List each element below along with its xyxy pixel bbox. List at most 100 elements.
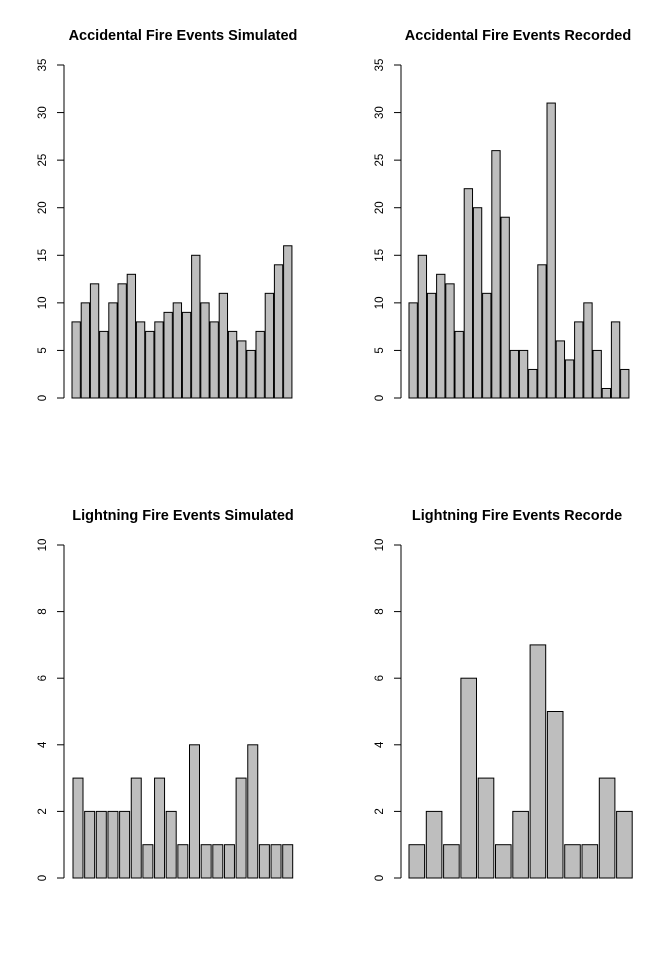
chart-panel-1: Accidental Fire Events Simulated 0 5 10 15 20… — [37, 28, 297, 401]
bar — [247, 744, 259, 879]
y-tick-label: 2 — [374, 808, 386, 814]
y-tick-label: 30 — [37, 106, 49, 119]
y-tick-label: 15 — [37, 249, 49, 262]
bar — [408, 302, 418, 399]
bar — [163, 311, 173, 399]
bar — [436, 273, 446, 399]
bar — [282, 844, 294, 879]
bar — [283, 245, 293, 399]
y-tick-label: 10 — [374, 296, 386, 309]
bar — [592, 349, 602, 399]
bar — [463, 188, 474, 399]
y-tick-label: 15 — [374, 249, 386, 262]
bar — [227, 330, 238, 399]
y-tick-label: 4 — [37, 741, 49, 748]
bar — [417, 254, 428, 399]
y-tick-label: 5 — [374, 347, 386, 353]
bar — [426, 292, 437, 399]
y-tick-label: 0 — [37, 395, 49, 401]
bar — [620, 368, 630, 399]
y-tick-label: 25 — [37, 154, 49, 167]
bar — [142, 844, 154, 879]
bar — [512, 810, 529, 879]
bar — [84, 810, 96, 879]
bar — [218, 292, 229, 399]
bar — [71, 321, 81, 399]
bar — [95, 810, 107, 879]
bar — [574, 321, 584, 399]
bar — [165, 810, 177, 879]
bar — [212, 844, 224, 879]
bar — [108, 302, 118, 399]
y-tick-label: 10 — [37, 539, 49, 552]
bar — [555, 340, 566, 399]
chart-title: Accidental Fire Events Recorded — [405, 28, 631, 44]
chart-title: Lightning Fire Events Recorde — [412, 508, 622, 524]
bar — [509, 349, 520, 399]
bar — [472, 207, 483, 399]
y-tick-label: 35 — [374, 59, 386, 72]
bar — [564, 844, 581, 879]
chart-title: Accidental Fire Events Simulated — [69, 28, 298, 44]
y-tick-label: 35 — [37, 59, 49, 72]
chart-panel-4: Lightning Fire Events Recorde 0 2 4 6 8 10 — [374, 508, 633, 881]
bar — [154, 777, 166, 879]
bar — [537, 264, 547, 399]
bar — [200, 302, 210, 399]
bar — [482, 292, 492, 399]
bar — [72, 777, 84, 879]
bar — [460, 677, 477, 879]
bar — [546, 102, 556, 399]
chart-panel-3: Lightning Fire Events Simulated 0 2 4 6 8 10 — [37, 508, 294, 881]
bar — [273, 264, 284, 399]
bar — [581, 844, 599, 879]
bar — [616, 810, 633, 879]
bar — [583, 302, 593, 399]
bar — [546, 711, 564, 879]
bar — [119, 810, 131, 879]
bar — [454, 330, 464, 399]
y-tick-label: 25 — [374, 154, 386, 167]
bar — [491, 150, 501, 399]
bar — [117, 283, 127, 399]
bar — [270, 844, 282, 879]
bar — [564, 359, 575, 399]
y-tick-label: 30 — [374, 106, 386, 119]
bar — [209, 321, 219, 399]
bar — [408, 844, 426, 879]
bar — [528, 368, 538, 399]
y-tick-label: 4 — [374, 741, 386, 748]
y-tick-label: 0 — [374, 875, 386, 881]
bar — [172, 302, 183, 399]
bar — [223, 844, 235, 879]
bar — [255, 330, 265, 399]
bar — [126, 273, 137, 399]
y-tick-label: 10 — [37, 296, 49, 309]
bar — [154, 321, 164, 399]
bar — [518, 349, 529, 399]
bar — [443, 844, 460, 879]
y-tick-label: 6 — [37, 675, 49, 681]
y-tick-label: 0 — [37, 875, 49, 881]
y-tick-label: 8 — [374, 608, 386, 614]
bar — [130, 777, 142, 879]
y-tick-label: 2 — [37, 808, 49, 814]
bar — [89, 283, 100, 399]
bar — [264, 292, 275, 399]
bar — [80, 302, 91, 399]
chart-title: Lightning Fire Events Simulated — [72, 508, 294, 524]
bar — [107, 810, 119, 879]
bar — [189, 744, 200, 879]
bar — [235, 777, 247, 879]
bar — [177, 844, 189, 879]
bar — [145, 330, 155, 399]
bar — [200, 844, 212, 879]
bar — [191, 254, 201, 399]
bar — [181, 311, 192, 399]
bar — [529, 644, 547, 879]
bar — [601, 387, 612, 399]
y-tick-label: 8 — [37, 608, 49, 614]
y-tick-label: 20 — [37, 201, 49, 214]
bar — [135, 321, 146, 399]
